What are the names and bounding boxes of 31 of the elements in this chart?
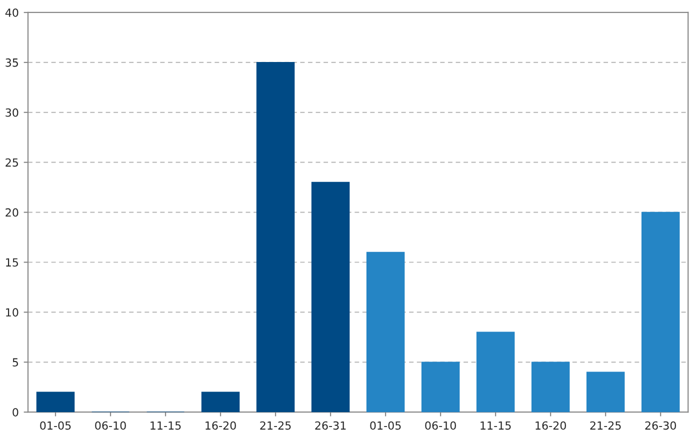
bar — [476, 332, 515, 412]
x-tick-label: 21-25 — [260, 421, 291, 430]
x-tick-label: 16-20 — [536, 421, 566, 430]
bar — [421, 362, 460, 412]
bar — [366, 252, 405, 412]
x-tick-label: 06-10 — [95, 421, 126, 430]
x-tick-label: 11-15 — [150, 421, 181, 430]
bar — [531, 362, 570, 412]
x-tick-label: 26-30 — [645, 421, 676, 430]
y-tick-label: 40 — [5, 8, 18, 17]
bar — [256, 62, 295, 412]
bar — [586, 372, 625, 412]
x-tick-label: 01-05 — [370, 421, 401, 430]
y-tick-label: 15 — [6, 258, 18, 267]
x-tick-label: 11-15 — [480, 421, 511, 430]
bar — [641, 212, 680, 412]
y-tick-label: 10 — [6, 308, 18, 317]
y-tick-label: 5 — [12, 358, 18, 367]
y-tick-label: 30 — [6, 108, 18, 117]
x-tick-label: 21-25 — [590, 421, 621, 430]
y-tick-label: 20 — [6, 208, 18, 217]
bar — [201, 392, 240, 412]
bar — [36, 392, 75, 412]
x-tick-label: 06-10 — [425, 421, 456, 430]
x-tick-label: 16-20 — [206, 421, 236, 430]
x-tick-label: 26-31 — [315, 421, 346, 430]
y-tick-label: 0 — [12, 408, 18, 416]
y-tick-label: 35 — [6, 58, 18, 67]
bar — [311, 182, 350, 412]
y-tick-label: 25 — [6, 158, 18, 167]
x-tick-label: 01-05 — [40, 421, 71, 430]
